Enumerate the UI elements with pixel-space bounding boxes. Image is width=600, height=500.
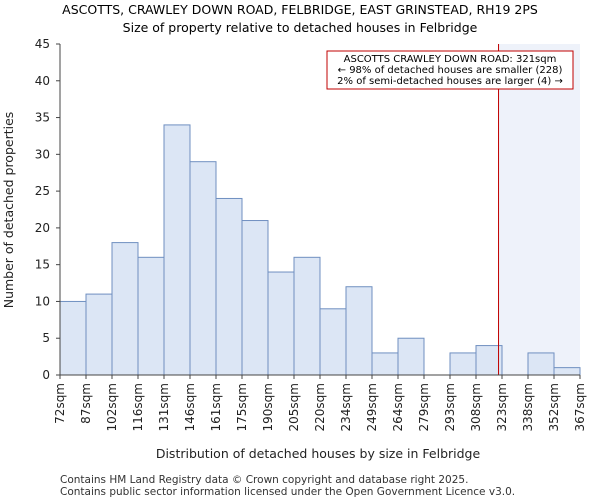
bar-205sqm (293, 256, 321, 376)
x-tick-label: 161sqm (209, 383, 223, 431)
bar-234sqm (345, 286, 373, 376)
y-tick-label: 20 (35, 221, 50, 235)
bar-102sqm (111, 242, 139, 376)
annotation-line-3: 2% of semi-detached houses are larger (4… (337, 76, 563, 87)
bar-352sqm (553, 367, 581, 376)
x-tick-label: 116sqm (131, 383, 145, 431)
x-tick-label: 234sqm (339, 383, 353, 431)
x-tick-label: 205sqm (287, 383, 301, 431)
x-tick-label: 102sqm (105, 383, 119, 431)
x-tick-label: 131sqm (157, 383, 171, 431)
x-tick-label: 264sqm (391, 383, 405, 431)
bar-249sqm (371, 352, 399, 376)
x-tick-label: 146sqm (183, 383, 197, 431)
x-tick-label: 352sqm (547, 383, 561, 431)
y-tick-label: 5 (42, 331, 50, 345)
bar-87sqm (85, 293, 113, 376)
y-axis-label: Number of detached properties (1, 112, 16, 309)
bar-264sqm (397, 337, 425, 376)
x-tick-label: 190sqm (261, 383, 275, 431)
x-tick-label: 249sqm (365, 383, 379, 431)
y-ticks-group: 0 5 10 15 20 25 30 35 40 45 (35, 37, 60, 382)
chart-title: ASCOTTS, CRAWLEY DOWN ROAD, FELBRIDGE, E… (62, 2, 538, 17)
footer-line-1: Contains HM Land Registry data © Crown c… (60, 474, 468, 486)
bar-175sqm (241, 220, 269, 376)
y-tick-label: 45 (35, 37, 50, 51)
x-axis-label: Distribution of detached houses by size … (156, 446, 481, 461)
x-tick-label: 367sqm (573, 383, 587, 431)
bars-group (59, 124, 581, 376)
bar-338sqm (527, 352, 555, 376)
y-tick-label: 0 (42, 368, 50, 382)
bar-131sqm (163, 124, 191, 376)
y-tick-label: 30 (35, 147, 50, 161)
bar-190sqm (267, 271, 295, 376)
highlight-region (498, 44, 580, 375)
chart-subtitle: Size of property relative to detached ho… (123, 20, 478, 35)
y-tick-label: 35 (35, 111, 50, 125)
x-tick-label: 338sqm (521, 383, 535, 431)
footer-line-2: Contains public sector information licen… (60, 486, 515, 498)
y-tick-label: 25 (35, 184, 50, 198)
y-tick-label: 15 (35, 258, 50, 272)
x-tick-label: 323sqm (495, 383, 509, 431)
bar-72sqm (59, 300, 87, 376)
y-tick-label: 40 (35, 74, 50, 88)
x-ticks-group: 72sqm 87sqm 102sqm 116sqm 131sqm 146sqm 161sqm… (53, 375, 587, 431)
bar-116sqm (137, 256, 165, 376)
bar-146sqm (189, 161, 217, 376)
x-tick-label: 308sqm (469, 383, 483, 431)
x-tick-label: 279sqm (417, 383, 431, 431)
y-tick-label: 10 (35, 294, 50, 308)
x-tick-label: 87sqm (79, 383, 93, 424)
annotation-line-2: ← 98% of detached houses are smaller (22… (338, 65, 563, 76)
x-tick-label: 220sqm (313, 383, 327, 431)
bar-220sqm (319, 308, 347, 376)
x-tick-label: 175sqm (235, 383, 249, 431)
annotation-box (326, 50, 574, 90)
x-tick-label: 293sqm (443, 383, 457, 431)
bar-293sqm (449, 352, 477, 376)
x-tick-label: 72sqm (53, 383, 67, 424)
bar-161sqm (215, 197, 243, 376)
bar-308sqm (475, 345, 503, 376)
annotation-line-1: ASCOTTS CRAWLEY DOWN ROAD: 321sqm (344, 54, 557, 65)
